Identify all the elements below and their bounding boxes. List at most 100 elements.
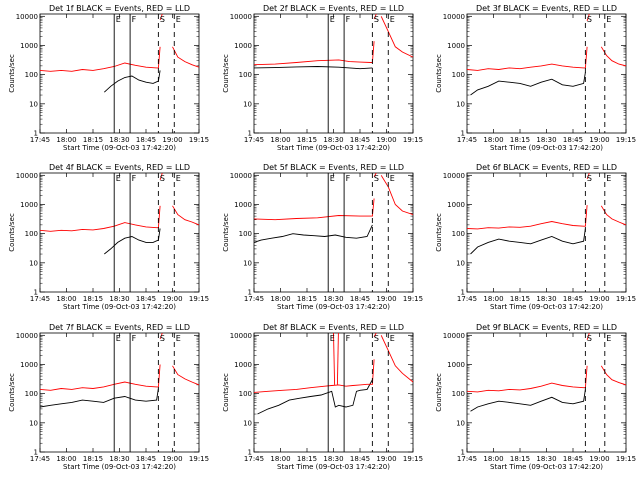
y-tick-label: 10: [243, 100, 252, 108]
y-axis-label: Counts/sec: [8, 213, 16, 252]
y-axis-label: Counts/sec: [222, 54, 230, 93]
x-tick-label: 19:15: [616, 295, 636, 303]
x-tick-label: 17:45: [457, 295, 477, 303]
marker-label: S: [587, 334, 592, 343]
x-tick-label: 18:00: [270, 295, 290, 303]
marker-label: E: [330, 15, 335, 24]
y-tick-label: 10000: [230, 13, 252, 21]
x-tick-label: 18:00: [270, 136, 290, 144]
x-tick-label: 19:15: [403, 295, 423, 303]
marker-label: F: [346, 174, 351, 183]
y-tick-label: 10000: [16, 332, 38, 340]
x-tick-label: 18:15: [83, 136, 103, 144]
series-line-events: [40, 388, 159, 408]
x-tick-label: 19:15: [189, 136, 209, 144]
y-tick-label: 10: [243, 419, 252, 427]
marker-label: E: [606, 334, 611, 343]
y-tick-label: 100: [25, 390, 38, 398]
y-tick-label: 100: [25, 230, 38, 238]
x-tick-label: 19:00: [162, 455, 182, 463]
x-tick-label: 18:00: [270, 455, 290, 463]
chart-title: Det 6f BLACK = Events, RED = LLD: [476, 163, 617, 172]
y-tick-label: 10: [456, 100, 465, 108]
plot-frame: [466, 332, 627, 453]
plot-frame: [39, 13, 200, 134]
data-area: [40, 173, 199, 255]
y-tick-label: 100: [452, 390, 465, 398]
marker-label: E: [606, 15, 611, 24]
x-axis-label: Start Time (09-Oct-03 17:42:20): [63, 303, 176, 311]
marker-label: S: [374, 15, 379, 24]
x-tick-label: 18:15: [297, 455, 317, 463]
chart-panel-2: Det 2f BLACK = Events, RED = LLD 1 10 100 10…: [222, 4, 423, 152]
y-tick-label: 10000: [230, 172, 252, 180]
x-tick-label: 19:00: [376, 295, 396, 303]
y-tick-label: 1000: [234, 201, 252, 209]
x-tick-label: 18:00: [483, 136, 503, 144]
x-tick-label: 18:15: [510, 136, 530, 144]
series-line-events: [104, 228, 161, 255]
series-line-lld: [586, 173, 590, 180]
series-line-lld: [380, 16, 413, 58]
plot-frame: [39, 172, 200, 293]
series-line-lld: [172, 46, 199, 68]
y-tick-label: 10000: [16, 172, 38, 180]
marker-label: E: [330, 334, 335, 343]
y-tick-label: 10: [29, 259, 38, 267]
data-area: [467, 173, 626, 255]
x-tick-label: 18:45: [563, 136, 583, 144]
marker-label: E: [330, 174, 335, 183]
y-tick-label: 10000: [443, 172, 465, 180]
data-area: [467, 14, 626, 96]
x-axis-label: Start Time (09-Oct-03 17:42:20): [490, 303, 603, 311]
x-tick-label: 18:45: [136, 455, 156, 463]
marker-label: E: [390, 15, 395, 24]
chart-panel-7: Det 7f BLACK = Events, RED = LLD 1 10 100 10…: [8, 323, 209, 471]
x-tick-label: 18:30: [109, 295, 129, 303]
marker-label: S: [587, 174, 592, 183]
x-tick-label: 18:30: [323, 455, 343, 463]
y-tick-label: 1000: [447, 42, 465, 50]
x-tick-label: 19:15: [616, 455, 636, 463]
x-tick-label: 18:30: [536, 455, 556, 463]
marker-label: F: [346, 15, 351, 24]
x-tick-label: 17:45: [244, 136, 264, 144]
y-tick-label: 10: [456, 259, 465, 267]
data-area: [467, 333, 626, 412]
marker-label: E: [116, 15, 121, 24]
x-axis-label: Start Time (09-Oct-03 17:42:20): [490, 144, 603, 152]
x-tick-label: 18:45: [563, 295, 583, 303]
series-line-events: [254, 224, 373, 243]
x-tick-label: 18:45: [350, 136, 370, 144]
series-line-lld: [254, 359, 375, 393]
x-tick-label: 19:00: [376, 136, 396, 144]
marker-label: E: [116, 334, 121, 343]
x-tick-label: 18:45: [136, 136, 156, 144]
x-tick-label: 19:15: [403, 455, 423, 463]
data-area: [40, 14, 199, 93]
x-axis-label: Start Time (09-Oct-03 17:42:20): [277, 303, 390, 311]
chart-panel-6: Det 6f BLACK = Events, RED = LLD 1 10 100 10…: [435, 163, 636, 311]
series-line-lld: [586, 14, 590, 21]
y-tick-label: 1000: [20, 361, 38, 369]
x-tick-label: 19:00: [162, 295, 182, 303]
marker-label: F: [346, 334, 351, 343]
marker-label: E: [606, 174, 611, 183]
marker-label: S: [374, 174, 379, 183]
y-tick-label: 100: [25, 71, 38, 79]
series-line-lld: [159, 173, 163, 180]
y-tick-label: 1: [461, 130, 465, 138]
x-tick-label: 19:00: [589, 136, 609, 144]
marker-label: S: [374, 334, 379, 343]
x-tick-label: 18:30: [109, 455, 129, 463]
x-axis-label: Start Time (09-Oct-03 17:42:20): [63, 144, 176, 152]
x-tick-label: 19:00: [376, 455, 396, 463]
y-axis-label: Counts/sec: [435, 373, 443, 412]
y-tick-label: 1: [248, 289, 252, 297]
series-line-lld: [254, 198, 375, 221]
x-tick-label: 18:30: [323, 136, 343, 144]
y-tick-label: 10: [29, 419, 38, 427]
x-tick-label: 18:00: [483, 455, 503, 463]
x-tick-label: 18:15: [510, 295, 530, 303]
x-tick-label: 18:30: [536, 136, 556, 144]
